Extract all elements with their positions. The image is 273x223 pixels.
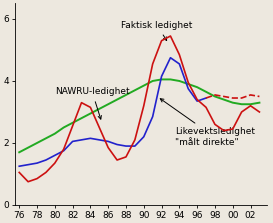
Text: Likevektsledighet
"målt direkte": Likevektsledighet "målt direkte" bbox=[160, 99, 255, 147]
Text: Faktisk ledighet: Faktisk ledighet bbox=[121, 21, 193, 41]
Text: NAWRU-ledighet: NAWRU-ledighet bbox=[55, 87, 129, 119]
